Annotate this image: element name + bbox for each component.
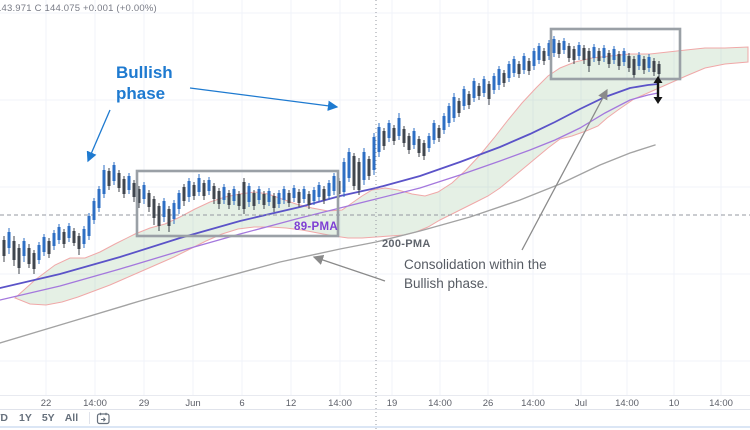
- time-axis-label: 14:00: [83, 398, 107, 409]
- bottom-divider: [0, 426, 750, 428]
- moving-averages: [0, 83, 659, 344]
- consolidation-box-2: [549, 27, 682, 81]
- time-axis-label: 19: [386, 398, 398, 409]
- pma200-label: 200-PMA: [382, 238, 431, 250]
- range-toolbar: YTD 1Y 5Y All: [0, 409, 750, 426]
- range-button-1y[interactable]: 1Y: [19, 412, 32, 424]
- range-button-5y[interactable]: 5Y: [41, 412, 55, 424]
- bullish-arrow-right: [189, 87, 339, 111]
- range-button-all[interactable]: All: [64, 412, 79, 424]
- candles: [2, 36, 661, 274]
- pma200-pointer: [312, 254, 386, 282]
- time-axis-label: 12: [285, 398, 297, 409]
- annotation-arrows: [86, 87, 608, 282]
- ticker-ohlc-readout: 143.971 C 144.075 +0.001 (+0.00%): [0, 3, 157, 14]
- time-axis-label: 14:00: [615, 398, 639, 409]
- consolidation-box-1: [135, 169, 340, 238]
- time-axis-label: 14:00: [521, 398, 545, 409]
- updown-measure-arrow: [653, 76, 663, 104]
- bullish-phase-label: Bullish phase: [116, 63, 173, 103]
- consolidation-pointer: [521, 88, 608, 251]
- time-axis-label: 10: [668, 398, 680, 409]
- consolidation-boxes: [135, 27, 682, 238]
- consolidation-note: Consolidation within the Bullish phase.: [404, 257, 547, 291]
- time-axis-label: Jun: [185, 398, 201, 409]
- time-axis-label: 22: [40, 398, 52, 409]
- time-axis-label: Jul: [574, 398, 588, 409]
- pma89-label: 89-PMA: [294, 221, 338, 233]
- time-axis-label: 14:00: [428, 398, 452, 409]
- time-axis-label: 29: [138, 398, 150, 409]
- go-to-date-icon[interactable]: [96, 412, 111, 425]
- toolbar-separator: [89, 412, 91, 424]
- time-axis[interactable]: 22 14:00 29 Jun 6 12 14:00 19 14:00 26 14:00 Jul 14:…: [0, 395, 750, 410]
- time-axis-label: 14:00: [709, 398, 733, 409]
- time-axis-label: 6: [239, 398, 245, 409]
- time-axis-label: 26: [482, 398, 494, 409]
- time-axis-label: 14:00: [328, 398, 352, 409]
- clipped-range-button[interactable]: YTD: [0, 412, 8, 424]
- bullish-arrow-left: [86, 109, 111, 163]
